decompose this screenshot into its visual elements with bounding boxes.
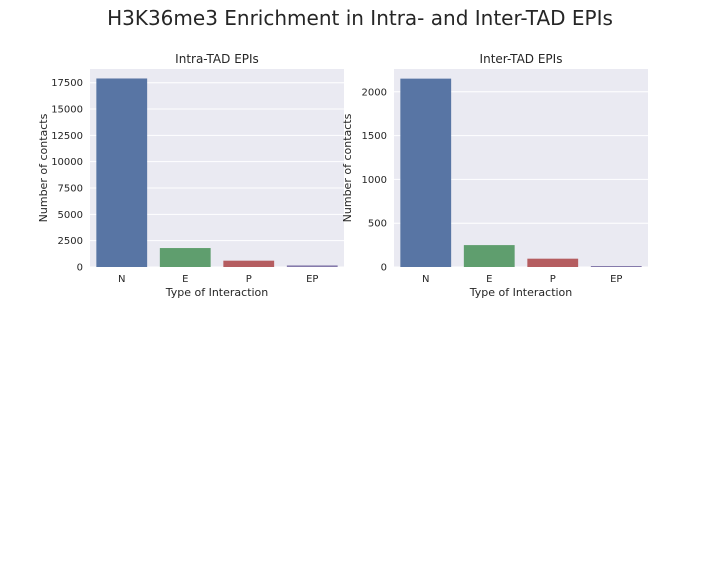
- intra-tad-xtick-label: EP: [306, 274, 318, 285]
- inter-tad-chart-title: Inter-TAD EPIs: [480, 52, 563, 66]
- inter-tad-xtick-label: N: [422, 274, 429, 285]
- intra-tad-chart-title: Intra-TAD EPIs: [175, 52, 259, 66]
- inter-tad-yaxis-label: Number of contacts: [341, 113, 354, 222]
- inter-tad-xtick-label: EP: [610, 274, 622, 285]
- inter-tad-xaxis-label: Type of Interaction: [469, 286, 573, 299]
- intra-tad-bar-p: [223, 260, 275, 267]
- inter-tad-ytick-label: 1500: [362, 131, 387, 142]
- inter-tad-xtick-label: P: [550, 274, 556, 285]
- intra-tad-xaxis-label: Type of Interaction: [165, 286, 269, 299]
- intra-tad-xtick-label: N: [118, 274, 125, 285]
- inter-tad-bar-e: [463, 245, 515, 267]
- intra-tad-bar-ep: [286, 265, 338, 267]
- intra-tad-ytick-label: 2500: [58, 236, 83, 247]
- intra-tad-ytick-label: 17500: [51, 78, 83, 89]
- figure-title: H3K36me3 Enrichment in Intra- and Inter-…: [107, 6, 613, 30]
- intra-tad-ytick-label: 5000: [58, 210, 83, 221]
- intra-tad-yaxis-label: Number of contacts: [37, 113, 50, 222]
- intra-tad-xtick-label: E: [182, 274, 188, 285]
- intra-tad-ytick-label: 10000: [51, 157, 83, 168]
- intra-tad-ytick-label: 15000: [51, 105, 83, 116]
- inter-tad-bar-p: [527, 258, 579, 267]
- inter-tad-ytick-label: 0: [381, 263, 387, 274]
- inter-tad-ytick-label: 500: [368, 219, 387, 230]
- intra-tad-bar-e: [159, 248, 211, 267]
- intra-tad-ytick-label: 7500: [58, 184, 83, 195]
- intra-tad-bar-n: [96, 78, 148, 267]
- intra-tad-xtick-label: P: [246, 274, 252, 285]
- inter-tad-ytick-label: 1000: [362, 175, 387, 186]
- inter-tad-xtick-label: E: [486, 274, 492, 285]
- inter-tad-ytick-label: 2000: [362, 87, 387, 98]
- inter-tad-bar-n: [400, 78, 452, 267]
- intra-tad-ytick-label: 12500: [51, 131, 83, 142]
- inter-tad-bar-ep: [590, 266, 642, 267]
- intra-tad-ytick-label: 0: [77, 263, 83, 274]
